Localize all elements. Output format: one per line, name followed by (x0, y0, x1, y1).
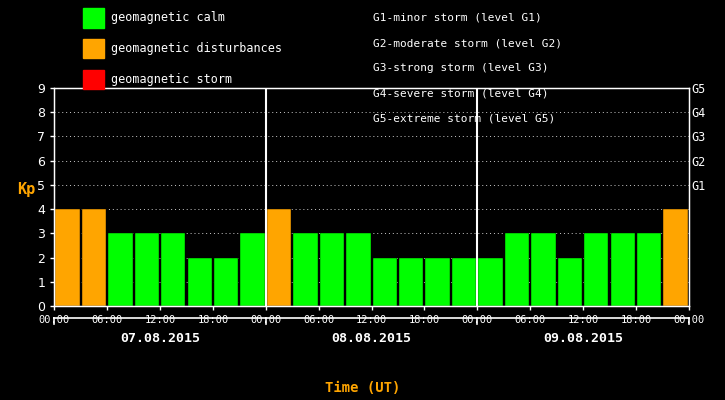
Bar (558, 258, 582, 306)
Bar (214, 258, 239, 306)
Bar (637, 233, 661, 306)
Bar (610, 233, 635, 306)
Text: G2-moderate storm (level G2): G2-moderate storm (level G2) (373, 38, 563, 48)
Bar (531, 233, 555, 306)
Bar (373, 258, 397, 306)
Bar (188, 258, 212, 306)
Bar (267, 209, 291, 306)
Bar (55, 209, 80, 306)
Y-axis label: Kp: Kp (17, 182, 36, 197)
Bar (161, 233, 186, 306)
Text: geomagnetic disturbances: geomagnetic disturbances (111, 42, 282, 55)
Bar (320, 233, 344, 306)
Bar (584, 233, 608, 306)
Text: G5-extreme storm (level G5): G5-extreme storm (level G5) (373, 114, 555, 124)
Bar (663, 209, 688, 306)
Text: G1-minor storm (level G1): G1-minor storm (level G1) (373, 13, 542, 23)
Text: 09.08.2015: 09.08.2015 (543, 332, 623, 344)
Bar (135, 233, 159, 306)
Bar (82, 209, 106, 306)
Bar (294, 233, 318, 306)
Bar (399, 258, 423, 306)
Text: G3-strong storm (level G3): G3-strong storm (level G3) (373, 64, 549, 74)
Text: 07.08.2015: 07.08.2015 (120, 332, 200, 344)
Text: geomagnetic calm: geomagnetic calm (111, 12, 225, 24)
Bar (346, 233, 370, 306)
Text: Time (UT): Time (UT) (325, 381, 400, 395)
Text: geomagnetic storm: geomagnetic storm (111, 73, 232, 86)
Text: 08.08.2015: 08.08.2015 (331, 332, 412, 344)
Bar (241, 233, 265, 306)
Bar (426, 258, 450, 306)
Bar (478, 258, 502, 306)
Bar (505, 233, 529, 306)
Bar (452, 258, 476, 306)
Bar (108, 233, 133, 306)
Text: G4-severe storm (level G4): G4-severe storm (level G4) (373, 89, 549, 99)
